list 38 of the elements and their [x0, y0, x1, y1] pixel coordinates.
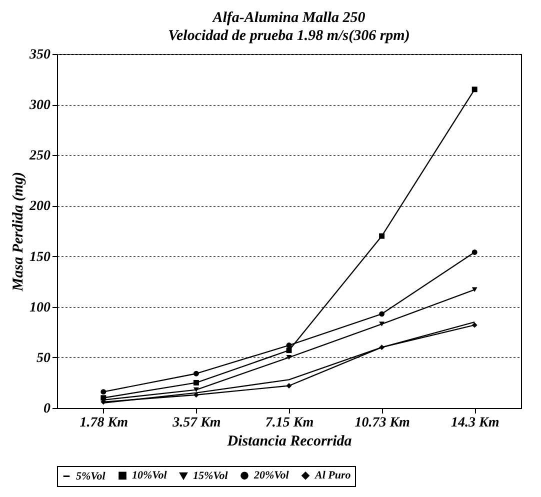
point [286, 355, 292, 360]
point [286, 342, 292, 348]
y-tick-label: 50 [36, 350, 50, 366]
legend-label: 15%Vol [193, 470, 229, 482]
point [100, 389, 106, 395]
point [472, 322, 478, 328]
point [379, 233, 385, 239]
point [286, 383, 292, 388]
y-tick-label: 350 [28, 48, 50, 62]
point [193, 370, 199, 376]
chart-title: Alfa-Alumina Malla 250 [212, 10, 366, 26]
point [193, 380, 199, 386]
y-tick-label: 250 [28, 148, 50, 164]
legend-label: Al Puro [314, 470, 352, 482]
point [472, 287, 478, 292]
y-tick-label: 200 [28, 199, 50, 214]
legend-label: 5%Vol [76, 470, 106, 482]
x-tick-label: 10.73 Km [354, 416, 410, 430]
y-axis-title: Masa Perdida (mg) [10, 172, 26, 292]
point [193, 387, 199, 392]
x-axis-title: Distancia Recorrida [226, 434, 352, 450]
y-tick-label: 100 [30, 300, 50, 316]
y-tick-label: 0 [44, 402, 50, 416]
legend-label: 10%Vol [132, 470, 168, 482]
x-tick-label: 7.15 Km [265, 416, 314, 430]
point [379, 311, 385, 317]
x-tick-label: 3.57 Km [172, 416, 221, 430]
point [379, 322, 385, 326]
y-tick-label: 300 [28, 98, 50, 114]
point [472, 250, 478, 255]
legend-label: 20%Vol [253, 470, 290, 482]
point [472, 86, 478, 92]
point [193, 392, 199, 398]
point [379, 344, 385, 350]
x-tick-label: 14.3 Km [450, 416, 500, 430]
x-tick-label: 1.78 Km [80, 416, 128, 430]
chart-subtitle: Velocidad de prueba 1.98 m/s(306 rpm) [168, 28, 410, 44]
y-tick-label: 150 [30, 250, 50, 265]
